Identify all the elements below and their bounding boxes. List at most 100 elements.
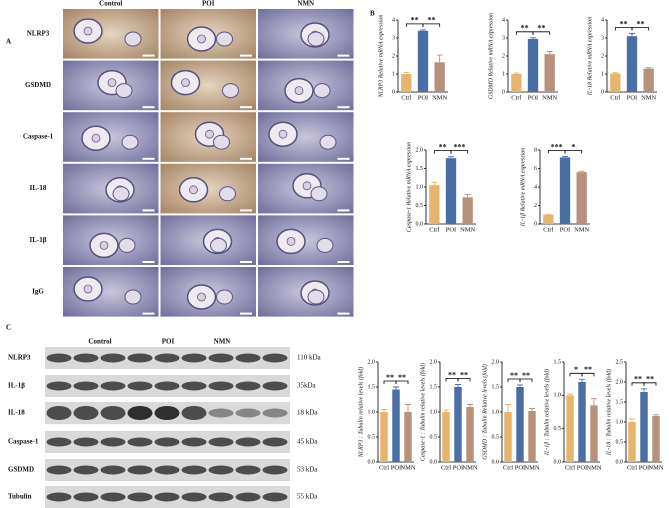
error-bar	[641, 388, 647, 392]
error-bar	[443, 409, 449, 412]
scale-bar	[142, 261, 155, 263]
error-bar	[579, 378, 585, 382]
error-bar	[530, 37, 536, 39]
y-axis-label: NLRP3 : Tubulin relative levels (fold)	[357, 367, 364, 459]
blot-row-label: IL-18	[8, 409, 25, 417]
y-tick-label: 1.5	[554, 359, 562, 365]
blot-band	[262, 492, 288, 502]
error-bar	[405, 404, 411, 412]
x-tick-label: POI	[418, 94, 428, 101]
y-axis-label: NLRP3 Relative mRNA expression	[378, 15, 384, 99]
column-label: Control	[99, 0, 122, 8]
follicle	[219, 186, 236, 202]
y-tick-label: 2.0	[416, 147, 424, 153]
blot-band	[46, 381, 72, 391]
y-tick-label: 1	[502, 71, 505, 77]
error-bar	[431, 181, 438, 186]
scale-bar	[240, 106, 252, 109]
bar	[544, 54, 555, 92]
sig-label: **	[537, 24, 545, 33]
follicle	[210, 237, 227, 253]
y-tick-label: 2	[392, 53, 395, 59]
oocyte	[302, 181, 312, 191]
y-tick-label: 3	[601, 35, 604, 41]
y-tick-label: 0.0	[368, 459, 376, 465]
bar	[466, 407, 474, 462]
oocyte	[189, 185, 198, 195]
sig-bracket	[631, 27, 650, 31]
blot-band	[235, 381, 261, 391]
y-tick-label: 0	[601, 89, 604, 95]
blot-band	[262, 381, 288, 391]
error-bar	[629, 33, 635, 37]
y-tick-label: 0.5	[416, 203, 424, 209]
tissue-image	[258, 215, 354, 265]
x-tick-label: NMN	[460, 226, 475, 233]
oocyte	[278, 129, 288, 139]
sig-label: **	[522, 371, 530, 380]
blot-band	[154, 353, 180, 363]
follicle	[316, 237, 334, 253]
oocyte	[181, 78, 190, 87]
blot-row-label: NLRP3	[8, 354, 31, 362]
bar	[543, 214, 554, 224]
blot-band	[154, 465, 180, 475]
x-tick-label: NMN	[524, 464, 539, 471]
scale-bar	[240, 157, 252, 160]
oocyte	[197, 34, 206, 44]
y-tick-label: 2.0	[492, 359, 500, 365]
bar	[404, 412, 412, 462]
x-tick-label: NMN	[432, 94, 447, 101]
bar	[392, 389, 400, 462]
error-bar	[567, 393, 573, 396]
oocyte	[197, 292, 206, 302]
scale-bar	[240, 54, 252, 57]
blot-band	[181, 406, 207, 420]
blot-band	[73, 406, 99, 420]
x-tick-label: POI	[577, 464, 587, 471]
follicle	[115, 83, 133, 99]
x-tick-label: NMN	[462, 464, 477, 471]
follicle	[124, 289, 142, 305]
blot-band	[100, 381, 126, 391]
error-bar	[448, 156, 454, 159]
scale-bar	[337, 261, 350, 263]
blot-band	[100, 492, 126, 502]
oocyte	[99, 240, 109, 250]
blot-band	[100, 353, 126, 363]
x-tick-label: Ctrl	[503, 464, 513, 471]
blot-band	[46, 406, 72, 420]
bar	[643, 68, 654, 92]
x-tick-label: NMN	[586, 464, 601, 471]
y-tick-label: 2.0	[616, 379, 624, 385]
error-bar	[645, 67, 652, 69]
y-tick-label: 3	[392, 35, 395, 41]
follicle	[319, 134, 337, 150]
blot-band	[235, 437, 261, 447]
y-tick-label: 8	[534, 147, 537, 153]
blot-band	[154, 492, 180, 502]
oocyte	[83, 26, 93, 36]
y-tick-label: 0.5	[492, 434, 500, 440]
sig-bracket	[457, 378, 471, 382]
sig-bracket	[395, 380, 409, 384]
y-tick-label: 1.0	[416, 184, 424, 190]
x-tick-label: Ctrl	[627, 464, 637, 471]
x-tick-label: POI	[446, 226, 456, 233]
x-tick-label: POI	[515, 464, 525, 471]
sig-label: **	[448, 370, 456, 379]
x-tick-label: NMN	[400, 464, 415, 471]
blot-band	[262, 437, 288, 447]
blot-band	[181, 437, 207, 447]
blot-row-label: Caspase-1	[8, 438, 39, 446]
row-label: GSDMD	[25, 81, 51, 89]
blot-band	[46, 437, 72, 447]
y-tick-label: 4	[392, 17, 395, 23]
y-tick-label: 0	[534, 221, 537, 227]
error-bar	[403, 72, 410, 74]
scale-bar	[337, 209, 350, 212]
scale-bar	[240, 209, 252, 212]
x-tick-label: POI	[528, 94, 538, 101]
x-tick-label: POI	[391, 464, 401, 471]
bar	[401, 74, 412, 92]
